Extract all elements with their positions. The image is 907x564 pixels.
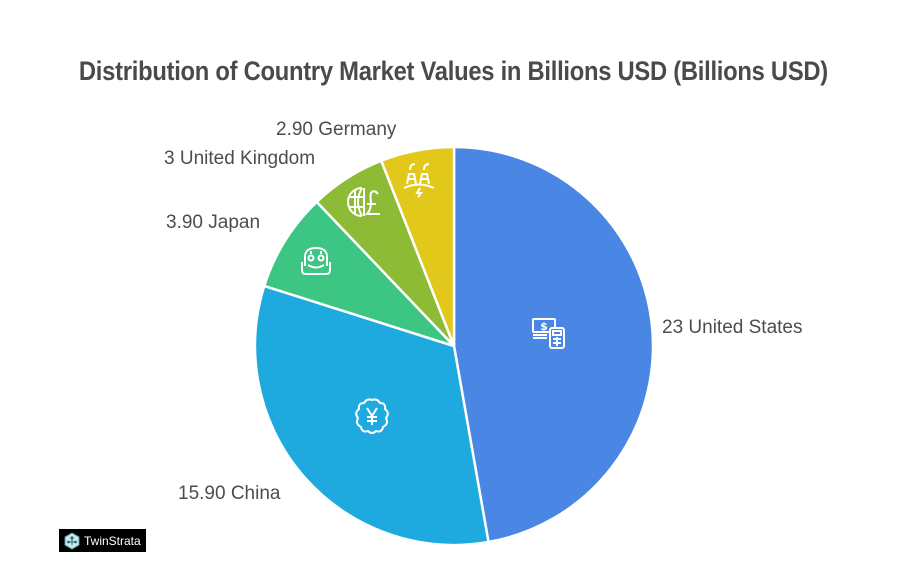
- label-germany: 2.90 Germany: [276, 119, 397, 140]
- yen-badge-icon: [355, 398, 389, 434]
- money-calculator-icon: $: [532, 318, 565, 349]
- pie-slices: [253, 145, 655, 547]
- twinstrata-logo: TwinStrata: [59, 529, 146, 552]
- label-united-kingdom: 3 United Kingdom: [164, 148, 316, 169]
- logo-hexagon-icon: [64, 531, 80, 550]
- label-japan: 3.90 Japan: [166, 212, 261, 233]
- logo-text: TwinStrata: [84, 533, 141, 548]
- label-china: 15.90 China: [178, 483, 281, 504]
- globe-pound-icon: [347, 187, 380, 217]
- power-plant-icon: [403, 163, 435, 198]
- pie-slice-germany: [380, 145, 456, 348]
- robot-icon: [301, 246, 331, 275]
- svg-text:$: $: [540, 320, 548, 333]
- chart-title: Distribution of Country Market Values in…: [78, 56, 828, 86]
- label-united-states: 23 United States: [662, 317, 803, 338]
- pie-slice-japan: [263, 200, 456, 348]
